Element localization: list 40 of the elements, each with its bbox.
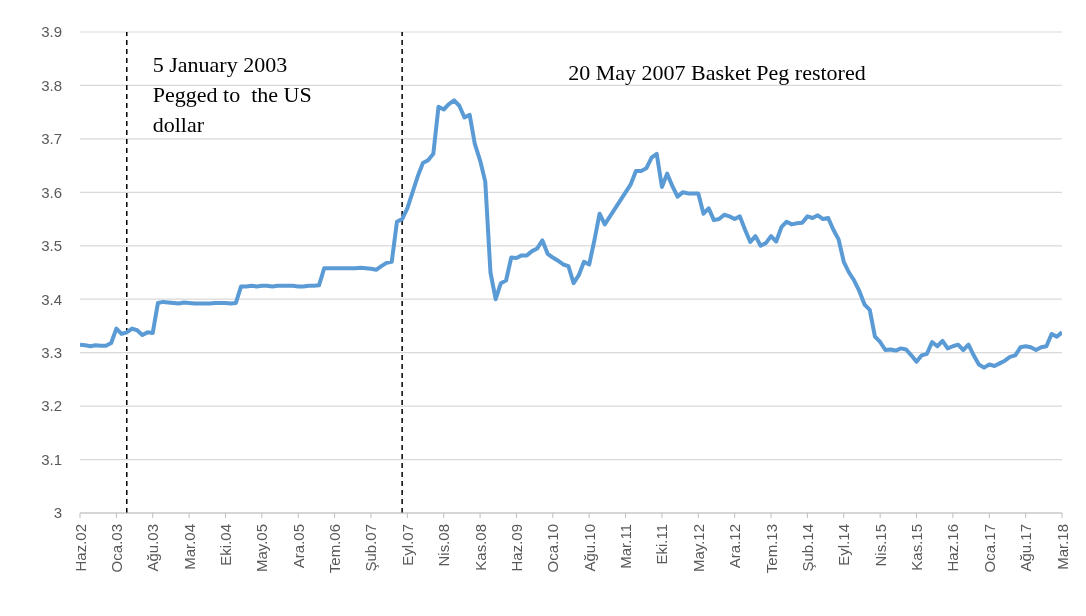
y-tick-label: 3.9 [41,23,62,41]
y-tick-label: 3 [53,504,62,522]
y-tick-label: 3.6 [41,183,62,201]
x-tick-label: May.12 [689,524,707,573]
x-tick-label: Ara.05 [289,524,307,569]
x-tick-label: Eki.04 [216,524,234,566]
x-tick-label: Eyl.14 [835,524,853,566]
x-tick-label: Haz.02 [71,524,89,572]
x-tick-label: Şub.14 [798,524,816,572]
x-tick-label: Oca.17 [980,524,998,573]
annotation: 20 May 2007 Basket Peg restored [568,59,866,87]
y-tick-label: 3.7 [41,130,62,148]
x-tick-label: Haz.16 [944,524,962,572]
x-tick-label: Tem.13 [762,524,780,574]
x-tick-label: Eki.11 [653,524,671,565]
x-tick-label: Ağu.03 [144,524,162,572]
x-tick-label: May.05 [253,524,271,573]
x-tick-label: Mar.11 [617,524,635,569]
y-tick-label: 3.5 [41,237,62,255]
x-tick-label: Şub.07 [362,524,380,572]
x-tick-label: Mar.04 [180,524,198,570]
x-tick-label: Ağu.10 [580,524,598,572]
x-tick-label: Tem.06 [326,524,344,574]
x-tick-label: Mar.18 [1053,524,1071,570]
y-tick-label: 3.2 [41,397,62,415]
x-tick-label: Nis.08 [435,524,453,567]
x-tick-label: Eyl.07 [398,524,416,566]
y-tick-label: 3.8 [41,76,62,94]
x-tick-label: Ağu.17 [1017,524,1035,572]
x-tick-label: Haz.09 [507,524,525,572]
x-tick-label: Kas.15 [908,524,926,571]
y-tick-label: 3.3 [41,343,62,361]
x-tick-label: Oca.10 [544,524,562,573]
x-tick-label: Kas.08 [471,524,489,571]
y-tick-label: 3.4 [41,290,62,308]
x-tick-label: Oca.03 [107,524,125,573]
y-tick-label: 3.1 [41,450,62,468]
x-tick-label: Nis.15 [871,524,889,567]
x-tick-label: Ara.12 [726,524,744,569]
annotation: 5 January 2003 Pegged to the US dollar [152,51,312,139]
